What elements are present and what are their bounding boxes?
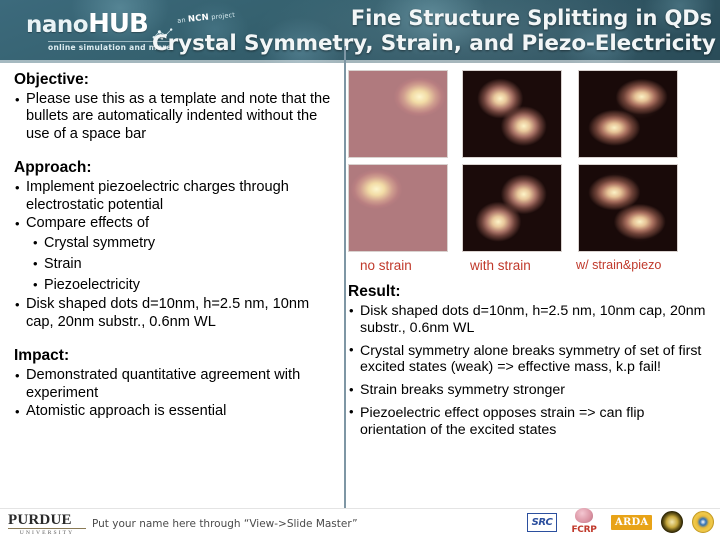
slide-title: Fine Structure Splitting in QDs Crystal …: [152, 5, 716, 57]
fcrp-logo: FCRP: [566, 508, 602, 535]
impact-heading: Impact:: [14, 347, 70, 365]
approach-subbullet-3: Piezoelectricity: [14, 275, 339, 295]
title-line-1: Fine Structure Splitting in QDs: [350, 6, 712, 30]
caption-no-strain: no strain: [360, 258, 412, 273]
purdue-wordmark: PURDUE: [8, 512, 72, 528]
wavefunction-panel-with-strain-2: [462, 164, 562, 252]
nanohub-logo: nanoHUB online simulation and more: [26, 11, 216, 53]
caption-with-strain: with strain: [470, 258, 531, 273]
approach-bullet-2: Compare effects of: [14, 215, 339, 233]
spacer: [14, 144, 339, 158]
spacer: [14, 332, 339, 346]
approach-subbullet-2: Strain: [14, 254, 339, 274]
logo-nano-text: nano: [26, 12, 89, 38]
approach-subbullet-1: Crystal symmetry: [14, 233, 339, 253]
ncn-network-icon: [152, 28, 173, 40]
footer-note: Put your name here through “View->Slide …: [92, 518, 358, 530]
logo-hub-text: HUB: [88, 9, 149, 39]
right-content-column: no strain with strain w/ strain&piezo Re…: [348, 70, 713, 445]
purdue-logo: PURDUE UNIVERSITY: [8, 512, 86, 536]
approach-bullet-3: Disk shaped dots d=10nm, h=2.5 nm, 10nm …: [14, 296, 339, 331]
arda-logo: ARDA: [611, 514, 653, 530]
slide-header: nanoHUB online simulation and more an NC…: [0, 0, 720, 63]
wavefunction-panel-no-strain-2: [348, 164, 448, 252]
nsf-seal-logo: [692, 511, 715, 533]
impact-bullet-2: Atomistic approach is essential: [14, 403, 339, 421]
caption-strain-piezo: w/ strain&piezo: [576, 258, 662, 272]
nanohub-tagline: online simulation and more: [48, 41, 172, 52]
result-bullet-2: Crystal symmetry alone breaks symmetry o…: [348, 342, 713, 377]
result-bullet-4: Piezoelectric effect opposes strain => c…: [348, 404, 713, 439]
objective-heading: Objective:: [14, 71, 89, 88]
footer-divider: [0, 508, 720, 509]
purdue-university-text: UNIVERSITY: [8, 528, 86, 536]
wavefunction-image-grid: [348, 70, 680, 252]
ncn-project-mark: an NCN project: [149, 11, 236, 42]
header-bottom-edge: [0, 60, 720, 63]
wavefunction-panel-strain-piezo-2: [578, 164, 678, 252]
src-logo: SRC: [527, 512, 557, 532]
wavefunction-panel-strain-piezo-1: [578, 70, 678, 158]
wavefunction-panel-no-strain-1: [348, 70, 448, 158]
approach-bullet-1: Implement piezoelectric charges through …: [14, 179, 339, 214]
approach-heading: Approach:: [14, 159, 92, 177]
sponsor-logos: SRC FCRP ARDA: [527, 508, 715, 536]
title-line-2: Crystal Symmetry, Strain, and Piezo-Elec…: [152, 31, 716, 56]
fcrp-emblem-icon: [575, 508, 593, 523]
nanohub-wordmark: nanoHUB: [26, 11, 216, 38]
column-divider: [344, 46, 346, 508]
result-bullet-3: Strain breaks symmetry stronger: [348, 382, 713, 399]
army-seal-logo: [661, 511, 684, 533]
result-bullet-1: Disk shaped dots d=10nm, h=2.5 nm, 10nm …: [348, 303, 713, 337]
objective-bullet: Please use this as a template and note t…: [14, 90, 339, 143]
wavefunction-panel-with-strain-1: [462, 70, 562, 158]
fcrp-label: FCRP: [571, 525, 597, 535]
result-heading: Result:: [348, 283, 401, 300]
impact-bullet-1: Demonstrated quantitative agreement with…: [14, 367, 339, 402]
panel-captions: no strain with strain w/ strain&piezo: [348, 258, 688, 278]
left-content-column: Objective: Please use this as a template…: [14, 70, 339, 421]
result-section: Result: Disk shaped dots d=10nm, h=2.5 n…: [348, 282, 713, 439]
